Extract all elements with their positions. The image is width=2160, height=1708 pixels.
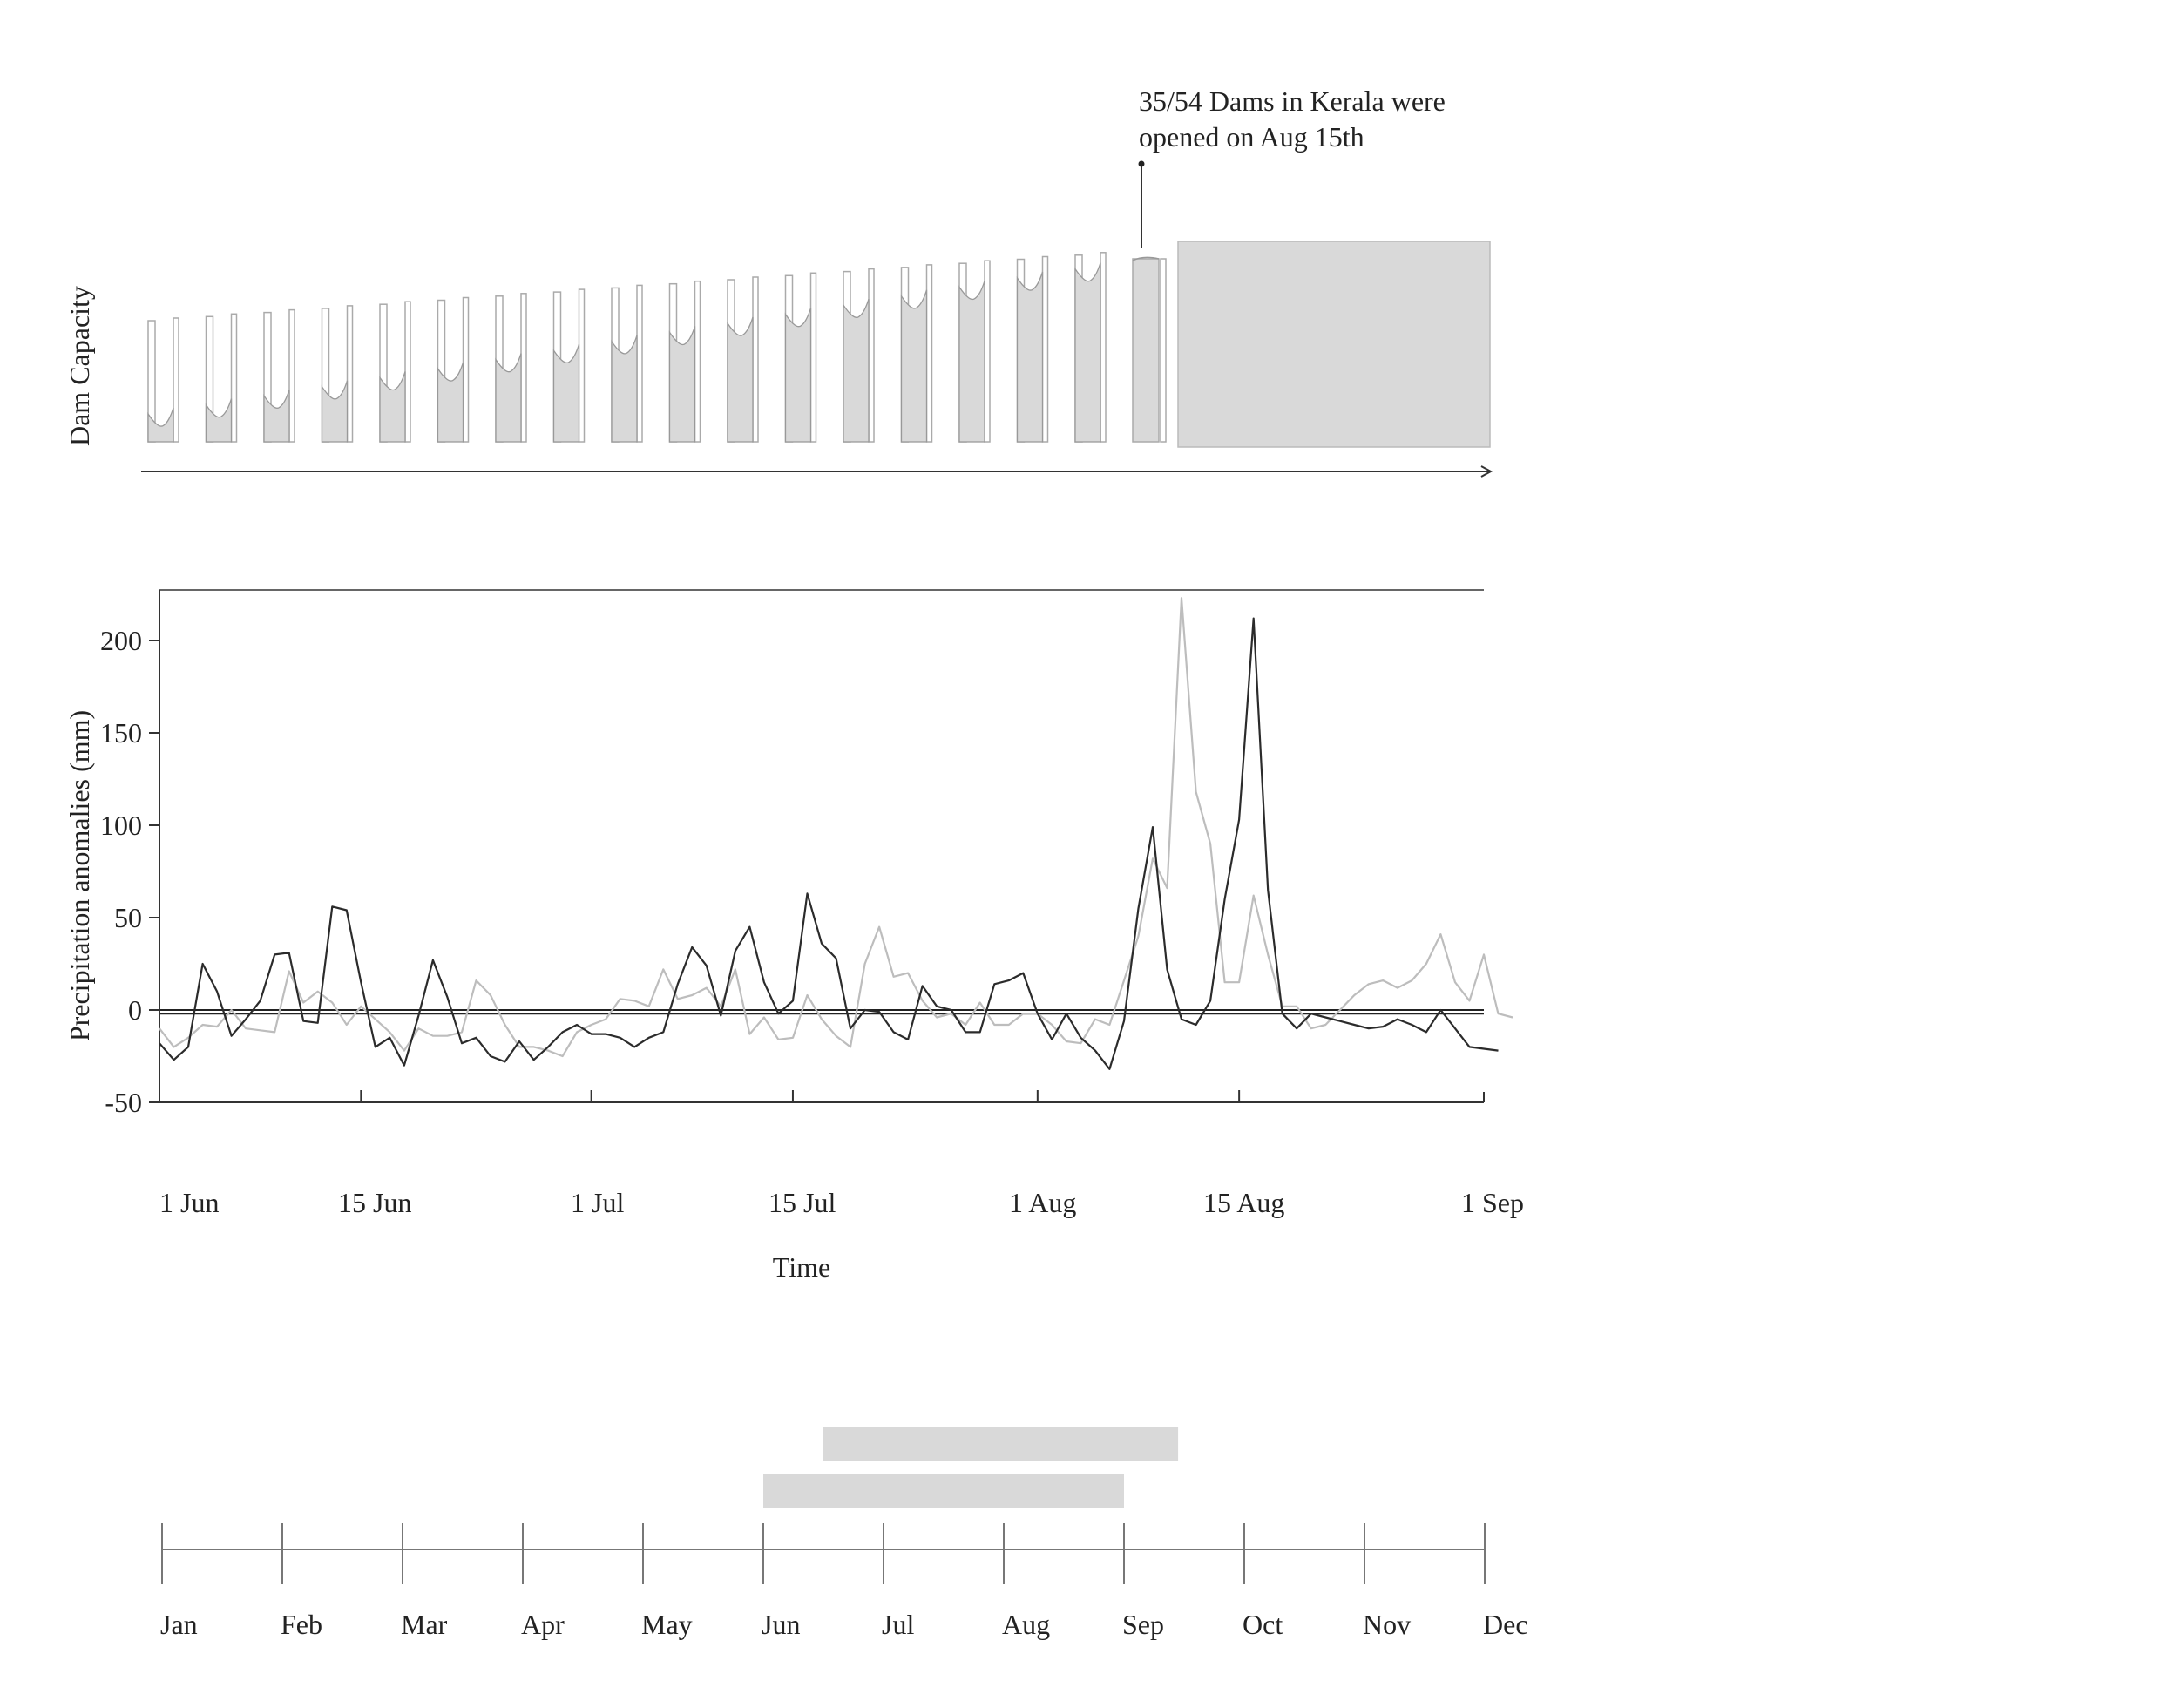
dam-glyph [958, 260, 991, 443]
annotation-leader-dot [1138, 160, 1145, 167]
chart-axes [159, 589, 1485, 1103]
dam-glyph [437, 296, 470, 443]
x-tick-label: 15 Jul [769, 1187, 836, 1218]
dam-glyph [379, 301, 411, 443]
y-tick-label: 0 [128, 994, 142, 1026]
timeline-month-label: Mar [401, 1609, 448, 1640]
dam-capacity-panel: Dam Capacity 35/54 Dams in Kerala were o… [64, 85, 1493, 478]
annotation-line-1: 35/54 Dams in Kerala were [1139, 85, 1446, 117]
series-lines [159, 597, 1513, 1070]
reference-lines [159, 1009, 1484, 1015]
x-tick-label: 15 Aug [1203, 1187, 1284, 1218]
timeline-bar [763, 1474, 1124, 1508]
series-line-2 [159, 617, 1499, 1070]
y-tick-label: 150 [100, 717, 142, 749]
x-tick-label: 1 Jul [571, 1187, 624, 1218]
x-tick-labels: 1 Jun 15 Jun 1 Jul 15 Jul 1 Aug 15 Aug 1 Sep [159, 1090, 1524, 1218]
dam-glyph [205, 313, 238, 443]
dam-glyph [784, 272, 817, 443]
dam-glyph [495, 293, 527, 443]
y-tick-label: -50 [105, 1087, 142, 1118]
dam-glyph [147, 317, 179, 443]
dam-glyph [1074, 252, 1107, 443]
dam-glyph [552, 288, 586, 443]
dam-glyph [727, 276, 759, 443]
timeline-month-label: Aug [1002, 1609, 1050, 1640]
timeline-month-label: Sep [1122, 1609, 1164, 1640]
dam-glyph [611, 284, 643, 443]
timeline-month-label: Jul [882, 1609, 914, 1640]
x-tick-label: 1 Sep [1461, 1187, 1524, 1218]
timeline-month-label: Apr [521, 1609, 565, 1640]
dam-glyph [321, 305, 354, 443]
timeline-month-label: Jan [160, 1609, 198, 1640]
timeline-month-label: Nov [1363, 1609, 1411, 1640]
annotation-line-2: opened on Aug 15th [1139, 121, 1364, 152]
x-tick-label: 15 Jun [338, 1187, 411, 1218]
dam-open-block [1177, 241, 1491, 448]
timeline-month-label: Oct [1243, 1609, 1283, 1640]
y-tick-labels: -50 0 50 100 150 200 [100, 625, 159, 1118]
dam-glyph [1016, 255, 1049, 443]
series-line-1 [159, 597, 1513, 1058]
dam-glyph [900, 264, 933, 443]
timeline-bar [823, 1427, 1179, 1461]
timeline-month-label: May [641, 1609, 693, 1640]
dam-capacity-ylabel: Dam Capacity [64, 286, 95, 446]
dam-glyph-group [147, 252, 1167, 443]
x-tick-label: 1 Aug [1009, 1187, 1076, 1218]
dam-glyph-full [1132, 256, 1167, 443]
timeline-month-label: Dec [1483, 1609, 1528, 1640]
y-tick-label: 50 [114, 902, 142, 933]
dam-glyph [668, 280, 701, 443]
y-axis-label: Precipitation anomalies (mm) [64, 710, 95, 1041]
timeline-month-label: Feb [281, 1609, 322, 1640]
month-timeline: Jan Feb Mar Apr May Jun Jul Aug Sep Oct Nov Dec [160, 1427, 1528, 1640]
x-axis-label: Time [773, 1251, 830, 1283]
x-tick-label: 1 Jun [159, 1187, 219, 1218]
dam-time-arrowhead [1480, 465, 1493, 478]
y-tick-label: 100 [100, 810, 142, 841]
dam-glyph [843, 268, 875, 443]
timeline-month-label: Jun [762, 1609, 800, 1640]
y-tick-label: 200 [100, 625, 142, 656]
dam-glyph [263, 308, 295, 443]
